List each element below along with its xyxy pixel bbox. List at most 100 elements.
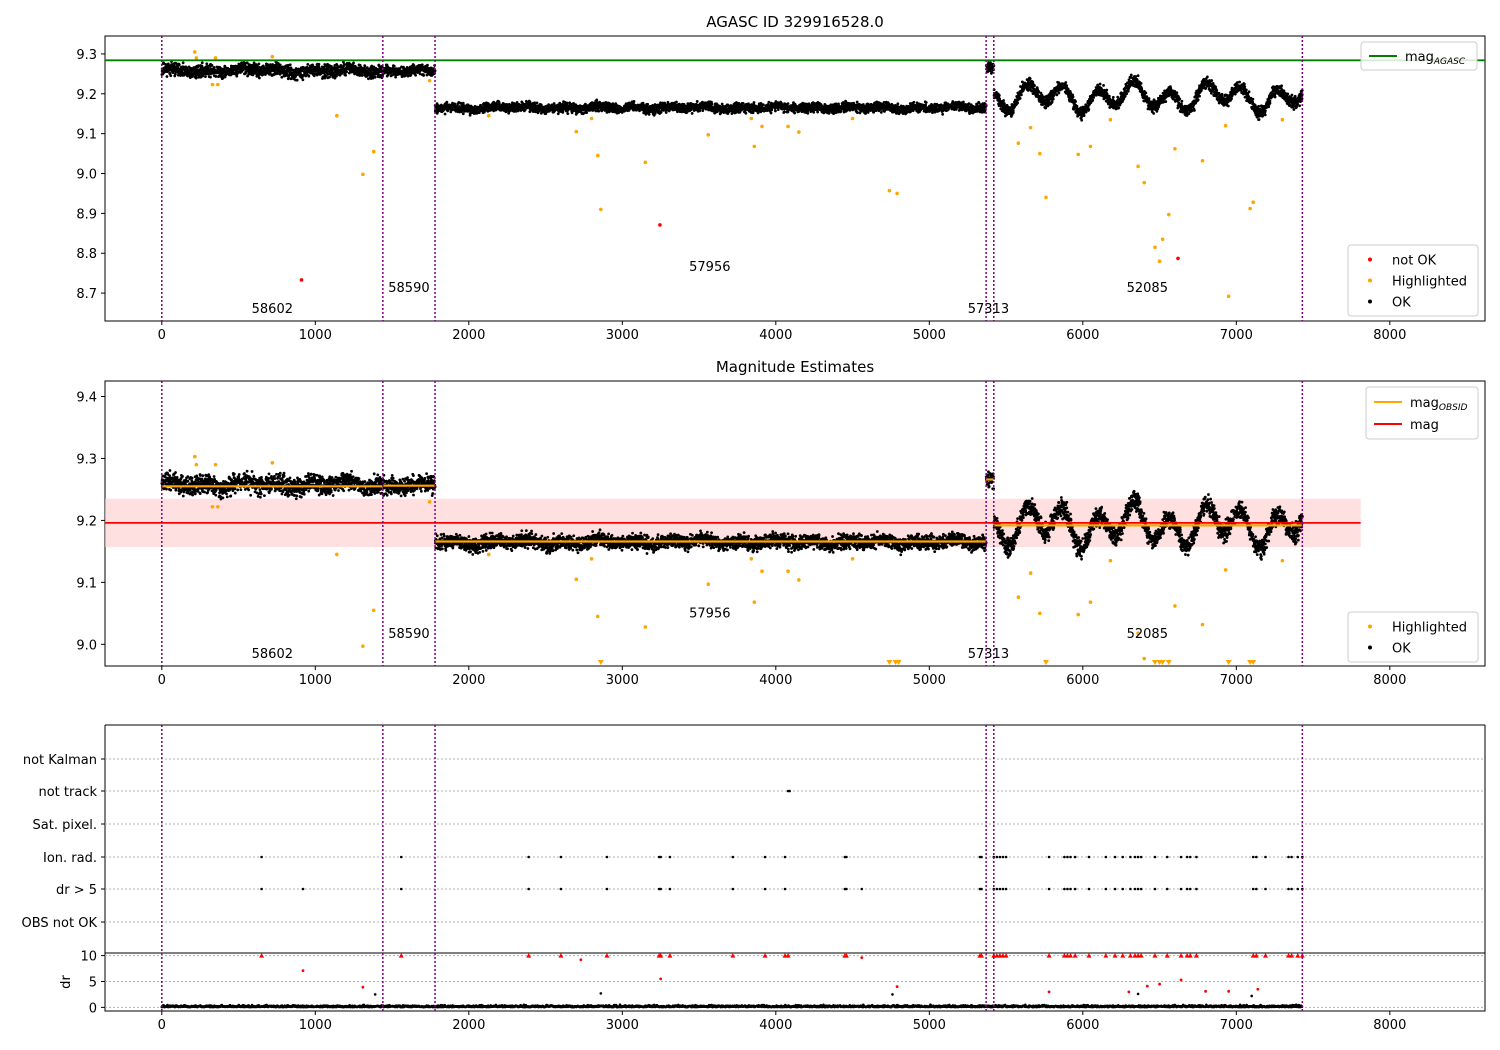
ok-point bbox=[741, 102, 745, 105]
ok-point bbox=[200, 61, 204, 65]
ok-point bbox=[552, 102, 556, 105]
ok-point bbox=[235, 74, 239, 78]
ok-point bbox=[186, 74, 190, 78]
ok-point bbox=[426, 63, 429, 67]
ok-point bbox=[212, 66, 216, 69]
middle-chart-title: Magnitude Estimates bbox=[716, 358, 874, 376]
ok-point bbox=[206, 65, 210, 69]
ok-point bbox=[317, 62, 321, 66]
ok-point bbox=[173, 72, 177, 76]
ok-point bbox=[566, 112, 570, 116]
ok-point bbox=[941, 112, 945, 116]
ok-point bbox=[352, 61, 355, 65]
ok-point bbox=[252, 61, 256, 65]
ok-point bbox=[782, 110, 786, 114]
ok-point bbox=[280, 75, 284, 79]
ok-point bbox=[256, 64, 259, 68]
ok-point bbox=[214, 75, 218, 78]
ok-point bbox=[595, 98, 599, 102]
top-chart-title: AGASC ID 329916528.0 bbox=[706, 13, 884, 31]
ok-point bbox=[896, 102, 900, 106]
ok-point bbox=[770, 108, 774, 112]
ok-point bbox=[497, 101, 501, 105]
ok-point bbox=[422, 74, 426, 77]
ok-point bbox=[261, 73, 265, 77]
ok-point bbox=[199, 72, 203, 76]
ok-point bbox=[169, 74, 173, 78]
ok-point bbox=[997, 94, 1001, 97]
agasc-plot-frame bbox=[104, 35, 1486, 322]
ok-point bbox=[834, 102, 838, 106]
ok-point bbox=[392, 64, 396, 68]
ok-point bbox=[221, 76, 225, 80]
ok-point bbox=[205, 62, 209, 66]
ok-point bbox=[168, 71, 172, 75]
ok-point bbox=[246, 74, 250, 78]
ok-point bbox=[744, 111, 748, 115]
ok-point bbox=[761, 103, 765, 107]
ok-point bbox=[443, 112, 447, 116]
ok-point bbox=[647, 113, 651, 116]
ok-point bbox=[209, 75, 212, 79]
ok-point bbox=[204, 75, 207, 79]
ok-point bbox=[307, 74, 311, 78]
ok-point bbox=[565, 101, 569, 105]
ok-point bbox=[954, 108, 958, 111]
ok-point bbox=[335, 74, 338, 78]
ok-point bbox=[449, 110, 453, 114]
ok-point bbox=[210, 64, 214, 67]
ok-point bbox=[445, 100, 449, 104]
ok-point bbox=[278, 63, 282, 67]
ok-point bbox=[924, 101, 928, 104]
ok-point bbox=[701, 109, 705, 113]
ok-point bbox=[177, 63, 181, 67]
ok-point bbox=[345, 70, 348, 74]
ok-point bbox=[585, 111, 589, 115]
ok-point bbox=[295, 78, 299, 82]
ok-point bbox=[535, 101, 539, 105]
ok-point bbox=[675, 100, 678, 104]
ok-point bbox=[698, 109, 702, 113]
ok-point bbox=[360, 73, 364, 77]
ok-point bbox=[646, 102, 650, 106]
ok-point bbox=[179, 74, 182, 77]
ok-point bbox=[793, 111, 797, 115]
ok-point bbox=[266, 63, 270, 67]
ok-point bbox=[306, 62, 310, 66]
ok-point bbox=[240, 61, 243, 65]
ok-point bbox=[816, 110, 820, 114]
ok-point bbox=[664, 111, 668, 114]
ok-point bbox=[197, 64, 200, 68]
ok-point bbox=[330, 64, 333, 68]
ok-point bbox=[257, 76, 261, 80]
ok-point bbox=[414, 73, 417, 77]
ok-point bbox=[806, 111, 810, 115]
ok-point bbox=[855, 100, 859, 104]
ok-point bbox=[461, 112, 465, 116]
ok-point bbox=[200, 64, 204, 68]
ok-point bbox=[879, 110, 883, 114]
ok-point bbox=[412, 64, 416, 68]
ok-point bbox=[912, 100, 916, 104]
ok-point bbox=[344, 73, 347, 77]
ok-point bbox=[547, 103, 551, 106]
ok-point bbox=[181, 61, 185, 65]
ok-point bbox=[666, 100, 670, 104]
ok-point bbox=[812, 110, 816, 114]
ok-point bbox=[597, 109, 601, 113]
ok-point bbox=[710, 102, 714, 106]
ok-point bbox=[165, 75, 169, 78]
ok-point bbox=[866, 110, 870, 114]
ok-point bbox=[767, 100, 771, 104]
ok-point bbox=[373, 75, 377, 79]
ok-point bbox=[690, 112, 694, 115]
ok-point bbox=[774, 109, 777, 113]
ok-point bbox=[659, 111, 663, 114]
ok-point bbox=[769, 111, 773, 115]
ok-point bbox=[695, 100, 699, 103]
ok-point bbox=[194, 76, 198, 80]
ok-point bbox=[924, 103, 928, 107]
ok-point bbox=[556, 112, 560, 116]
